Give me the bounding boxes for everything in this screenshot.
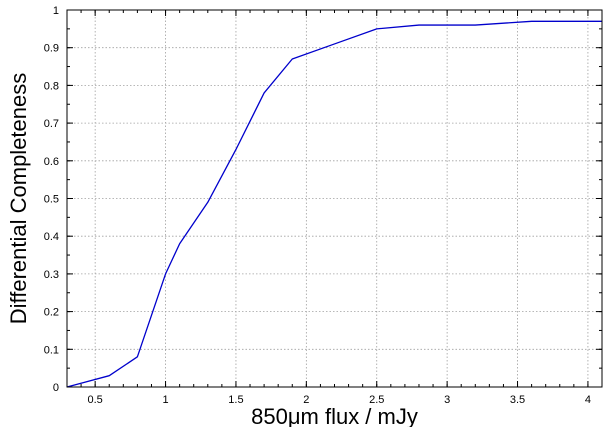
x-axis-title: 850μm flux / mJy	[251, 404, 418, 427]
x-tick-label: 4	[585, 394, 591, 406]
y-tick-label: 0.5	[44, 194, 59, 206]
series-layer	[66, 20, 603, 388]
y-tick-label: 0.3	[44, 269, 59, 281]
plot-frame	[66, 9, 603, 388]
y-tick-label: 0.7	[44, 118, 59, 130]
y-tick-label: 0.4	[44, 231, 59, 243]
y-tick-label: 0.1	[44, 344, 59, 356]
y-tick-label: 1	[53, 5, 59, 17]
x-tick-label: 2	[303, 394, 309, 406]
y-tick-label: 0.9	[44, 43, 59, 55]
tick-labels: 0.5 1 1.5 2 2.5 3 3.5 4 0 0.1 0.2 0.3 0.4 0.5 0.6 0.7 0.…	[44, 5, 591, 406]
completeness-line	[66, 20, 602, 388]
grid-lines	[67, 10, 602, 387]
x-tick-label: 0.5	[88, 394, 103, 406]
y-tick-label: 0.6	[44, 156, 59, 168]
x-tick-label: 3.5	[510, 394, 525, 406]
x-tick-label: 3	[444, 394, 450, 406]
y-tick-label: 0.2	[44, 307, 59, 319]
x-tick-label: 2.5	[369, 394, 384, 406]
y-axis-title: Differential Completeness	[6, 73, 31, 325]
x-tick-label: 1	[162, 394, 168, 406]
x-tick-label: 1.5	[228, 394, 243, 406]
y-tick-label: 0	[53, 382, 59, 394]
y-tick-label: 0.8	[44, 80, 59, 92]
